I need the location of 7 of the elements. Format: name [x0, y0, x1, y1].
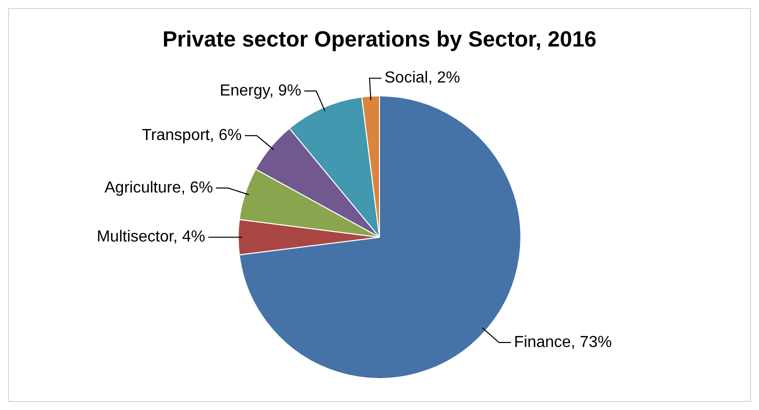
slice-label: Social, 2%: [384, 70, 460, 87]
slice-label: Energy, 9%: [220, 82, 302, 100]
slice-label: Multisector, 4%: [96, 228, 206, 246]
slice-label: Transport, 6%: [142, 127, 242, 144]
slice-label: Agriculture, 6%: [104, 179, 213, 196]
slice-label: Finance, 73%: [514, 334, 612, 351]
chart-title: Private sector Operations by Sector, 2016: [162, 26, 597, 52]
